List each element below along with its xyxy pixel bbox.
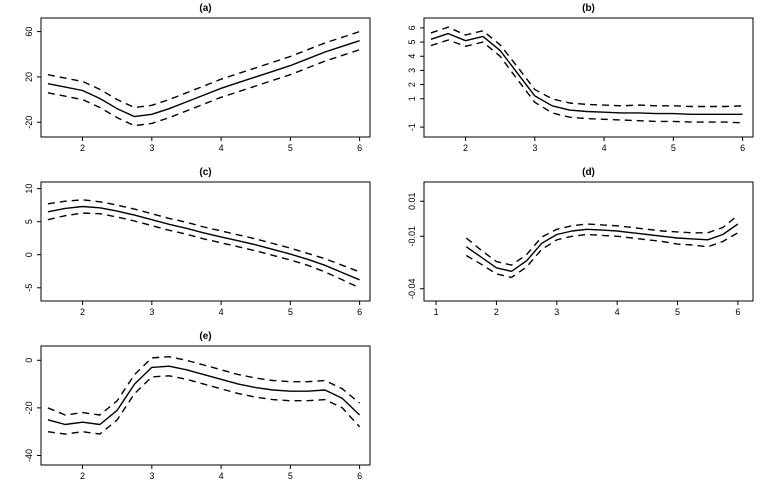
x-tick-label: 3 xyxy=(149,471,154,481)
x-tick-label: 6 xyxy=(735,307,740,317)
x-tick-label: 6 xyxy=(357,307,362,317)
x-tick-label: 6 xyxy=(740,143,745,153)
y-tick-label: 0 xyxy=(24,358,34,363)
x-tick-label: 5 xyxy=(288,143,293,153)
x-tick-label: 3 xyxy=(149,143,154,153)
x-tick-label: 4 xyxy=(219,143,224,153)
series-upper-ci xyxy=(47,30,360,109)
y-tick-label: 6 xyxy=(407,25,417,30)
series-fit xyxy=(47,40,360,118)
x-tick-label: 3 xyxy=(554,307,559,317)
x-tick-label: 2 xyxy=(493,307,498,317)
plot-box xyxy=(40,181,371,302)
x-tick-label: 2 xyxy=(80,143,85,153)
empty-panel xyxy=(382,328,765,492)
x-tick-label: 4 xyxy=(601,143,606,153)
x-tick-label: 6 xyxy=(357,471,362,481)
x-tick-label: 5 xyxy=(288,307,293,317)
y-tick-label: 20 xyxy=(24,72,34,82)
chart-panel-c: (c) 2 3 4 5 6 -5 0 5 10 xyxy=(0,164,382,328)
series-upper-ci xyxy=(465,214,738,266)
series-lower-ci xyxy=(47,49,360,127)
chart-title-c: (c) xyxy=(199,167,211,178)
chart-a-svg: (a) 2 3 4 5 6 -20 20 60 xyxy=(24,3,371,153)
chart-title-e: (e) xyxy=(199,331,211,342)
chart-c-svg: (c) 2 3 4 5 6 -5 0 5 10 xyxy=(24,167,371,317)
x-tick-label: 2 xyxy=(80,471,85,481)
y-tick-label: -0.04 xyxy=(407,278,417,299)
series-lower-ci xyxy=(465,232,738,279)
y-tick-label: 0 xyxy=(24,252,34,257)
chart-panel-e: (e) 2 3 4 5 6 0 -20 -40 xyxy=(0,328,382,492)
chart-panel-b: (b) 2 3 4 5 6 -1 1 2 3 4 5 6 xyxy=(382,0,765,164)
x-tick-label: 4 xyxy=(614,307,619,317)
y-tick-label: 5 xyxy=(24,219,34,224)
chart-b-svg: (b) 2 3 4 5 6 -1 1 2 3 4 5 6 xyxy=(407,3,753,153)
x-tick-label: 2 xyxy=(80,307,85,317)
series-lower-ci xyxy=(47,375,361,435)
series-upper-ci xyxy=(47,199,360,273)
chart-title-d: (d) xyxy=(582,167,595,178)
x-tick-label: 2 xyxy=(463,143,468,153)
y-tick-label: 2 xyxy=(407,82,417,87)
plot-box xyxy=(40,345,371,466)
y-tick-label: -20 xyxy=(24,116,34,129)
plot-box xyxy=(40,17,371,138)
chart-title-a: (a) xyxy=(199,3,211,14)
chart-title-b: (b) xyxy=(582,3,595,14)
chart-panel-d: (d) 1 2 3 4 5 6 0.01 -0.01 -0.04 xyxy=(382,164,765,328)
y-tick-label: -5 xyxy=(24,284,34,292)
series-lower-ci xyxy=(430,39,743,124)
y-tick-label: -40 xyxy=(24,449,34,462)
chart-d-svg: (d) 1 2 3 4 5 6 0.01 -0.01 -0.04 xyxy=(407,167,753,317)
x-tick-label: 5 xyxy=(675,307,680,317)
chart-e-svg: (e) 2 3 4 5 6 0 -20 -40 xyxy=(24,331,371,481)
y-tick-label: 4 xyxy=(407,54,417,59)
x-tick-label: 6 xyxy=(357,143,362,153)
plot-box xyxy=(423,17,753,138)
y-tick-label: 60 xyxy=(24,27,34,37)
y-tick-label: 5 xyxy=(407,40,417,45)
series-upper-ci xyxy=(430,26,743,108)
series-upper-ci xyxy=(47,356,361,416)
y-tick-label: 0.01 xyxy=(407,192,417,210)
series-fit xyxy=(47,205,360,281)
y-tick-label: 10 xyxy=(24,184,34,194)
x-tick-label: 3 xyxy=(532,143,537,153)
series-lower-ci xyxy=(47,212,360,289)
series-fit xyxy=(430,32,743,116)
x-tick-label: 1 xyxy=(433,307,438,317)
x-tick-label: 3 xyxy=(149,307,154,317)
y-tick-label: -0.01 xyxy=(407,226,417,247)
chart-panel-a: (a) 2 3 4 5 6 -20 20 60 xyxy=(0,0,382,164)
x-tick-label: 4 xyxy=(219,307,224,317)
y-tick-label: -1 xyxy=(407,123,417,131)
plot-box xyxy=(423,181,753,302)
y-tick-label: 3 xyxy=(407,68,417,73)
series-fit xyxy=(465,223,738,273)
y-tick-label: 1 xyxy=(407,96,417,101)
x-tick-label: 5 xyxy=(288,471,293,481)
x-tick-label: 4 xyxy=(219,471,224,481)
x-tick-label: 5 xyxy=(670,143,675,153)
y-tick-label: -20 xyxy=(24,401,34,414)
series-fit xyxy=(47,365,361,426)
